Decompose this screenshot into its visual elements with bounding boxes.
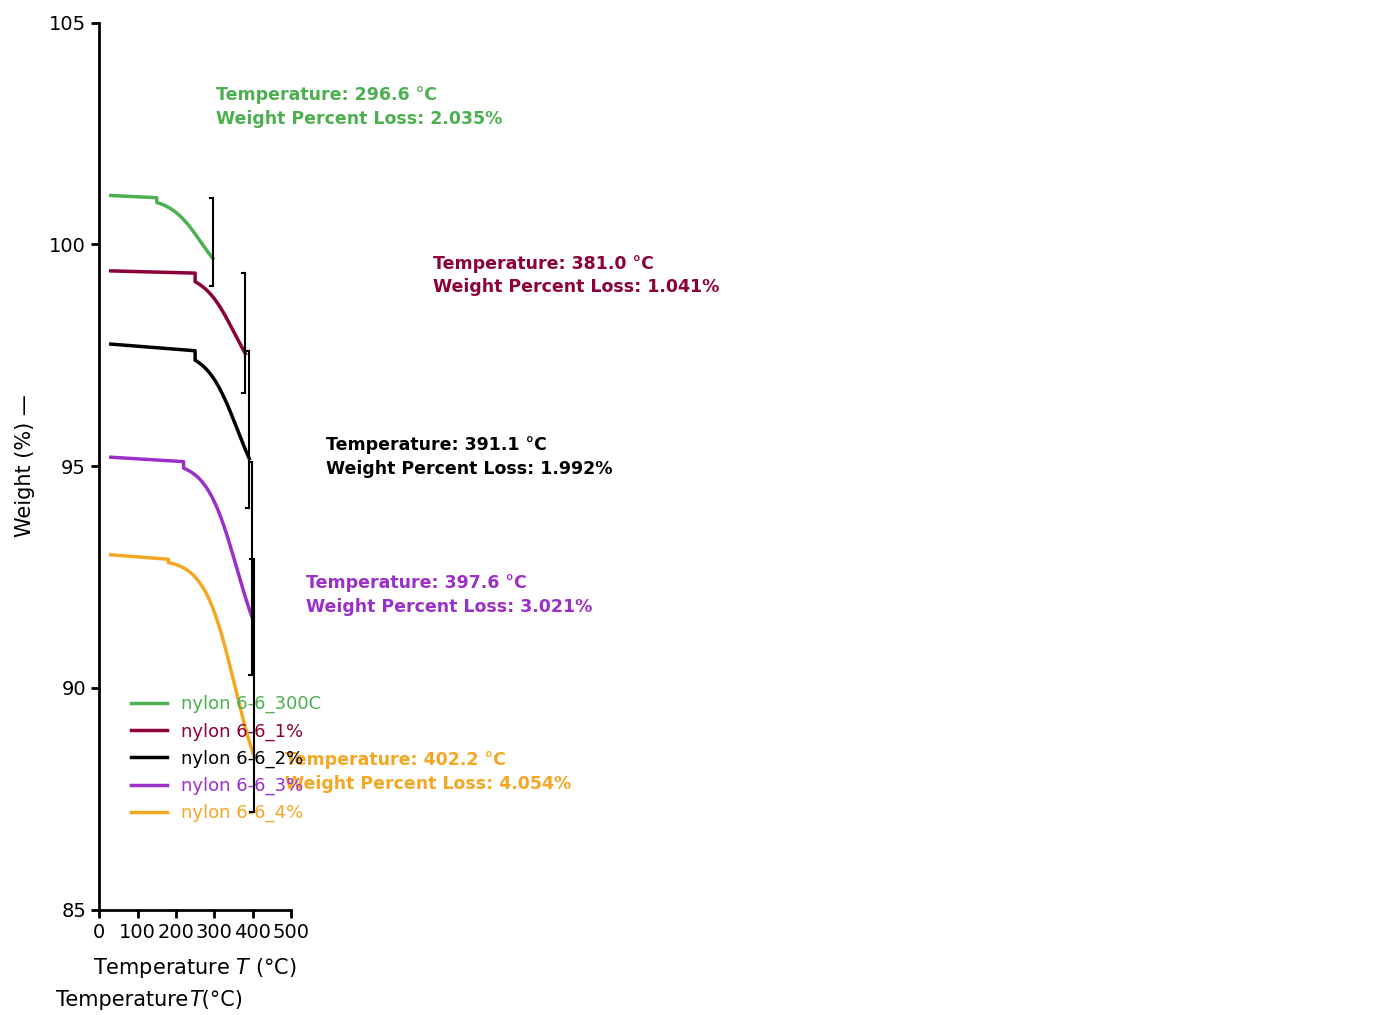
Text: Temperature: 296.6 °C
Weight Percent Loss: 2.035%: Temperature: 296.6 °C Weight Percent Los… <box>217 86 503 128</box>
Text: Temperature: 402.2 °C
Weight Percent Loss: 4.054%: Temperature: 402.2 °C Weight Percent Los… <box>285 751 571 793</box>
Text: Temperature: 397.6 °C
Weight Percent Loss: 3.021%: Temperature: 397.6 °C Weight Percent Los… <box>307 573 593 615</box>
X-axis label: Temperature $T$ (°C): Temperature $T$ (°C) <box>93 956 297 979</box>
Y-axis label: Weight (%) —: Weight (%) — <box>15 395 35 538</box>
Text: Temperature: 391.1 °C
Weight Percent Loss: 1.992%: Temperature: 391.1 °C Weight Percent Los… <box>325 436 613 478</box>
Legend: nylon 6-6_300C, nylon 6-6_1%, nylon 6-6_2%, nylon 6-6_3%, nylon 6-6_4%: nylon 6-6_300C, nylon 6-6_1%, nylon 6-6_… <box>124 688 329 829</box>
Text: Temperature: 381.0 °C
Weight Percent Loss: 1.041%: Temperature: 381.0 °C Weight Percent Los… <box>433 255 720 296</box>
Text: T: T <box>189 990 201 1010</box>
Text: (°C): (°C) <box>194 990 243 1010</box>
Text: Temperature: Temperature <box>56 990 194 1010</box>
